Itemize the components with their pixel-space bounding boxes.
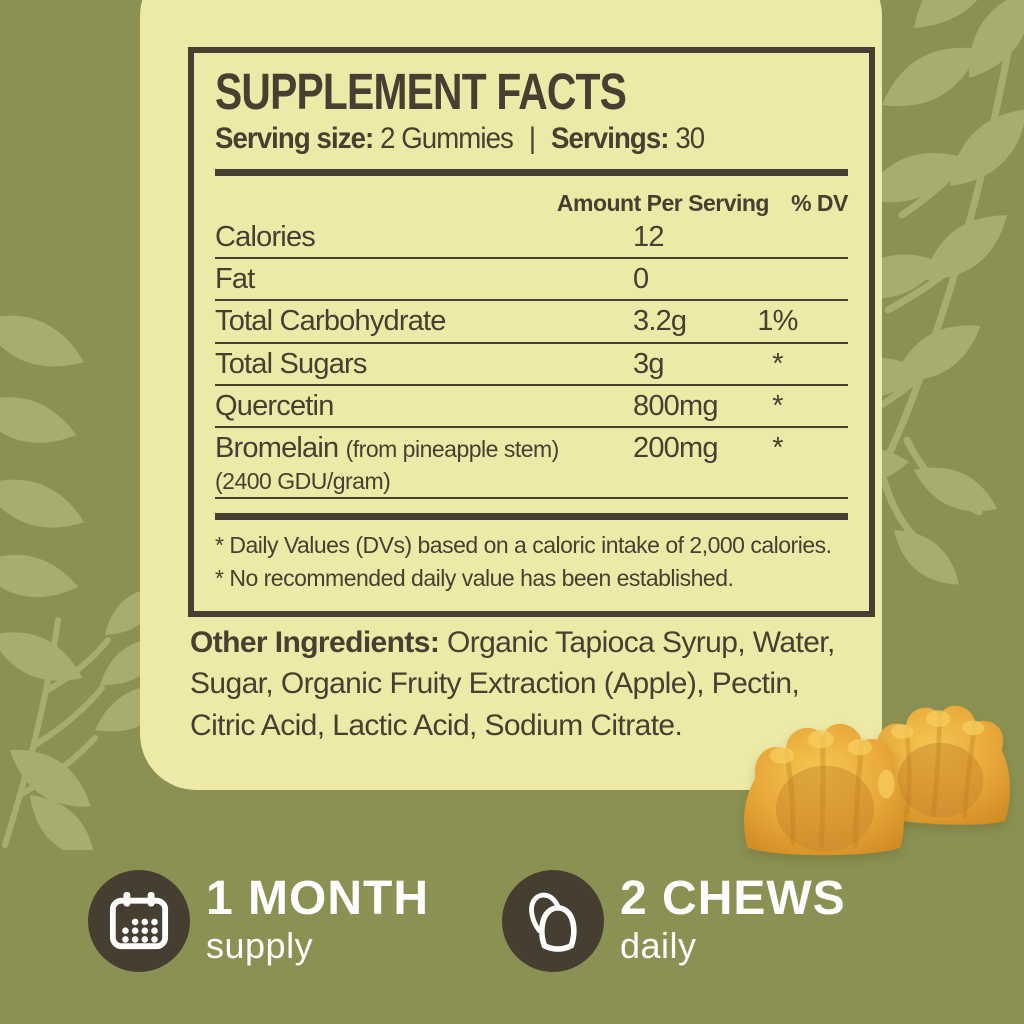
serving-size-value: 2 Gummies	[380, 121, 514, 155]
supplement-facts-title: SUPPLEMENT FACTS	[215, 63, 627, 120]
row-dv: *	[772, 347, 783, 380]
supplement-facts-box: SUPPLEMENT FACTS Serving size: 2 Gummies…	[188, 47, 875, 617]
row-amount: 3g	[633, 347, 664, 380]
row-label: Fat	[215, 262, 255, 295]
row-amount: 12	[633, 220, 664, 253]
table-row: Bromelain (from pineapple stem) 200mg * …	[215, 428, 848, 500]
calendar-icon	[88, 870, 190, 972]
column-amount-per-serving: Amount Per Serving	[556, 189, 770, 216]
row-amount: 800mg	[633, 389, 718, 422]
serving-separator: |	[528, 121, 536, 155]
gummies-icon	[502, 870, 604, 972]
servings-value: 30	[675, 121, 705, 155]
feature-title: 1 MONTH	[206, 872, 429, 926]
divider-thick-top	[215, 168, 848, 176]
other-ingredients-text: Organic Tapioca Syrup, Water, Sugar, Org…	[190, 626, 835, 742]
feature-chews-daily: 2 CHEWS daily	[502, 870, 846, 972]
other-ingredients: Other Ingredients: Organic Tapioca Syrup…	[190, 622, 866, 746]
row-amount: 3.2g	[633, 305, 687, 338]
feature-month-supply: 1 MONTH supply	[88, 870, 429, 972]
row-label-note2: (2400 GDU/gram)	[215, 467, 391, 494]
table-row: Quercetin 800mg *	[215, 386, 848, 429]
serving-info: Serving size: 2 Gummies | Servings: 30	[215, 122, 797, 156]
feature-subtitle: daily	[620, 925, 697, 967]
table-row: Total Carbohydrate 3.2g 1%	[215, 301, 848, 344]
row-label: Total Sugars	[215, 347, 367, 380]
row-label: Total Carbohydrate	[215, 305, 446, 338]
table-row: Calories 12	[215, 217, 848, 259]
label-panel: SUPPLEMENT FACTS Serving size: 2 Gummies…	[140, 0, 882, 790]
table-row: Fat 0	[215, 259, 848, 302]
row-label: Quercetin	[215, 389, 334, 422]
row-label-note: (from pineapple stem)	[345, 436, 560, 463]
row-dv: *	[772, 432, 783, 465]
feature-text: 2 CHEWS daily	[620, 872, 846, 967]
row-label: Calories	[215, 220, 316, 253]
footnote-daily-values: * Daily Values (DVs) based on a caloric …	[215, 532, 832, 559]
row-dv: *	[772, 389, 783, 422]
row-dv: 1%	[757, 305, 798, 338]
row-label: Bromelain (from pineapple stem)	[215, 432, 560, 465]
table-row: Total Sugars 3g *	[215, 344, 848, 386]
table-header: Amount Per Serving % DV	[215, 189, 849, 217]
footnotes: * Daily Values (DVs) based on a caloric …	[215, 529, 848, 595]
row-amount: 0	[633, 262, 649, 295]
divider-thick-bottom	[215, 513, 848, 521]
row-amount: 200mg	[633, 432, 718, 465]
gummy-candy-front	[743, 723, 904, 856]
servings-label: Servings:	[551, 121, 669, 155]
column-percent-dv: % DV	[791, 189, 848, 216]
feature-text: 1 MONTH supply	[206, 872, 429, 967]
other-ingredients-label: Other Ingredients:	[190, 626, 440, 659]
feature-subtitle: supply	[206, 925, 314, 967]
serving-size-label: Serving size:	[215, 121, 374, 155]
feature-title: 2 CHEWS	[620, 872, 846, 926]
footnote-no-rdv: * No recommended daily value has been es…	[215, 564, 734, 591]
